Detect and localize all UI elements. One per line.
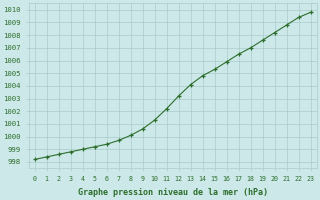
X-axis label: Graphe pression niveau de la mer (hPa): Graphe pression niveau de la mer (hPa) xyxy=(77,188,268,197)
